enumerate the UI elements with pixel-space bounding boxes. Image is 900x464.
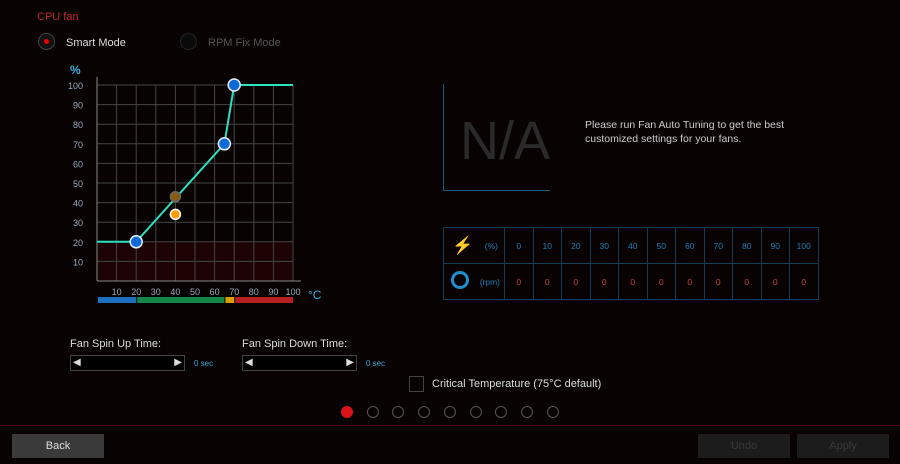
rpm-label: (rpm) [479, 277, 500, 287]
curve-control-point[interactable] [227, 78, 241, 92]
x-tick-label: 60 [210, 287, 220, 297]
undo-button[interactable]: Undo [698, 434, 790, 458]
pct-cell: 30 [589, 227, 619, 264]
page-indicator-dot[interactable] [392, 406, 405, 418]
rpm-cell: 0 [732, 263, 762, 300]
pct-cell: 90 [760, 227, 790, 264]
y-tick-label: 70 [73, 140, 83, 150]
smart-mode-label[interactable]: Smart Mode [66, 37, 126, 49]
x-tick-label: 80 [249, 287, 259, 297]
y-axis-label: % [70, 63, 81, 77]
curve-control-point[interactable] [129, 235, 143, 249]
spin-up-value: 0 sec [194, 359, 214, 368]
table-row-percent: ⚡ (%) 0 10 20 30 40 50 60 70 80 90 100 [443, 227, 819, 264]
page-indicator-dot[interactable] [418, 406, 431, 418]
rpm-table: ⚡ (%) 0 10 20 30 40 50 60 70 80 90 100 (rpm) 0 0 0 0 0 0 0 0… [443, 227, 819, 300]
na-text: N/A [460, 111, 551, 171]
x-tick-label: 90 [268, 287, 278, 297]
curve-control-point[interactable] [217, 137, 232, 151]
rpm-cell: 0 [675, 263, 705, 300]
auto-tuning-message: Please run Fan Auto Tuning to get the be… [585, 119, 785, 145]
pct-cell: 70 [703, 227, 733, 264]
y-tick-label: 20 [73, 238, 83, 248]
rpm-fix-mode-radio[interactable] [180, 33, 197, 50]
x-tick-label: 20 [131, 287, 141, 297]
pct-cell: 100 [789, 227, 819, 264]
temp-zone-bar [225, 297, 235, 303]
rpm-cell: 0 [703, 263, 733, 300]
rpm-cell: 0 [789, 263, 819, 300]
pct-cell: 80 [732, 227, 762, 264]
pct-cell: 10 [532, 227, 562, 264]
table-row-rpm: (rpm) 0 0 0 0 0 0 0 0 0 0 0 [443, 263, 819, 300]
y-tick-label: 80 [73, 120, 83, 130]
x-axis-label: °C [308, 288, 322, 302]
spin-down-slider[interactable]: ◀ ▶ [242, 355, 357, 371]
temp-zone-bar [235, 297, 293, 303]
y-tick-label: 30 [73, 218, 83, 228]
pct-cell: 50 [646, 227, 676, 264]
y-tick-label: 50 [73, 179, 83, 189]
page-indicator-dot[interactable] [495, 406, 508, 418]
rpm-cell: 0 [646, 263, 676, 300]
page-indicator-dot[interactable] [341, 406, 353, 418]
temp-zone-bar [98, 297, 137, 303]
pct-cell: 0 [504, 227, 534, 264]
pct-cell: 40 [618, 227, 648, 264]
spin-down-value: 0 sec [366, 359, 386, 368]
smart-mode-radio[interactable] [38, 33, 55, 50]
rpm-fix-mode-label[interactable]: RPM Fix Mode [208, 37, 281, 49]
target-point [169, 190, 182, 203]
x-tick-label: 50 [190, 287, 200, 297]
x-tick-label: 40 [170, 287, 180, 297]
y-tick-label: 90 [73, 101, 83, 111]
fan-icon [451, 271, 469, 289]
critical-temp-label: Critical Temperature (75°C default) [432, 378, 602, 390]
pct-label: (%) [484, 241, 498, 251]
rpm-cell: 0 [589, 263, 619, 300]
page-indicator-dot[interactable] [366, 406, 379, 418]
x-tick-label: 30 [151, 287, 161, 297]
rpm-cell: 0 [532, 263, 562, 300]
critical-temp-checkbox[interactable] [409, 376, 424, 392]
rpm-cell: 0 [618, 263, 648, 300]
page-indicator-dot[interactable] [546, 406, 559, 418]
rpm-cell: 0 [561, 263, 591, 300]
pct-cell: 20 [561, 227, 591, 264]
spin-up-label: Fan Spin Up Time: [70, 338, 162, 350]
x-tick-label: 10 [112, 287, 122, 297]
temp-zone-bar [137, 297, 225, 303]
rpm-cell: 0 [760, 263, 790, 300]
lightning-icon: ⚡ [452, 236, 474, 255]
na-frame [443, 84, 550, 191]
page-indicator-dot[interactable] [520, 406, 533, 418]
page-indicator-dot[interactable] [443, 406, 456, 418]
fan-curve-chart[interactable]: % °C 10 20 30 40 50 60 70 80 90 100 10 20 30 40 50 60 70… [0, 0, 330, 310]
y-tick-label: 60 [73, 159, 83, 169]
y-tick-label: 100 [68, 81, 83, 91]
pct-cell: 60 [675, 227, 705, 264]
fan-title: CPU fan [37, 11, 79, 23]
divider [0, 425, 900, 426]
x-tick-label: 100 [285, 287, 300, 297]
apply-button[interactable]: Apply [797, 434, 889, 458]
spin-up-slider[interactable]: ◀ ▶ [70, 355, 185, 371]
rpm-cell: 0 [504, 263, 534, 300]
x-tick-label: 70 [229, 287, 239, 297]
current-temp-point [169, 208, 182, 221]
y-tick-label: 40 [73, 199, 83, 209]
y-tick-label: 10 [73, 257, 83, 267]
page-indicator-dot[interactable] [469, 406, 482, 418]
spin-down-label: Fan Spin Down Time: [242, 338, 348, 350]
back-button[interactable]: Back [12, 434, 104, 458]
